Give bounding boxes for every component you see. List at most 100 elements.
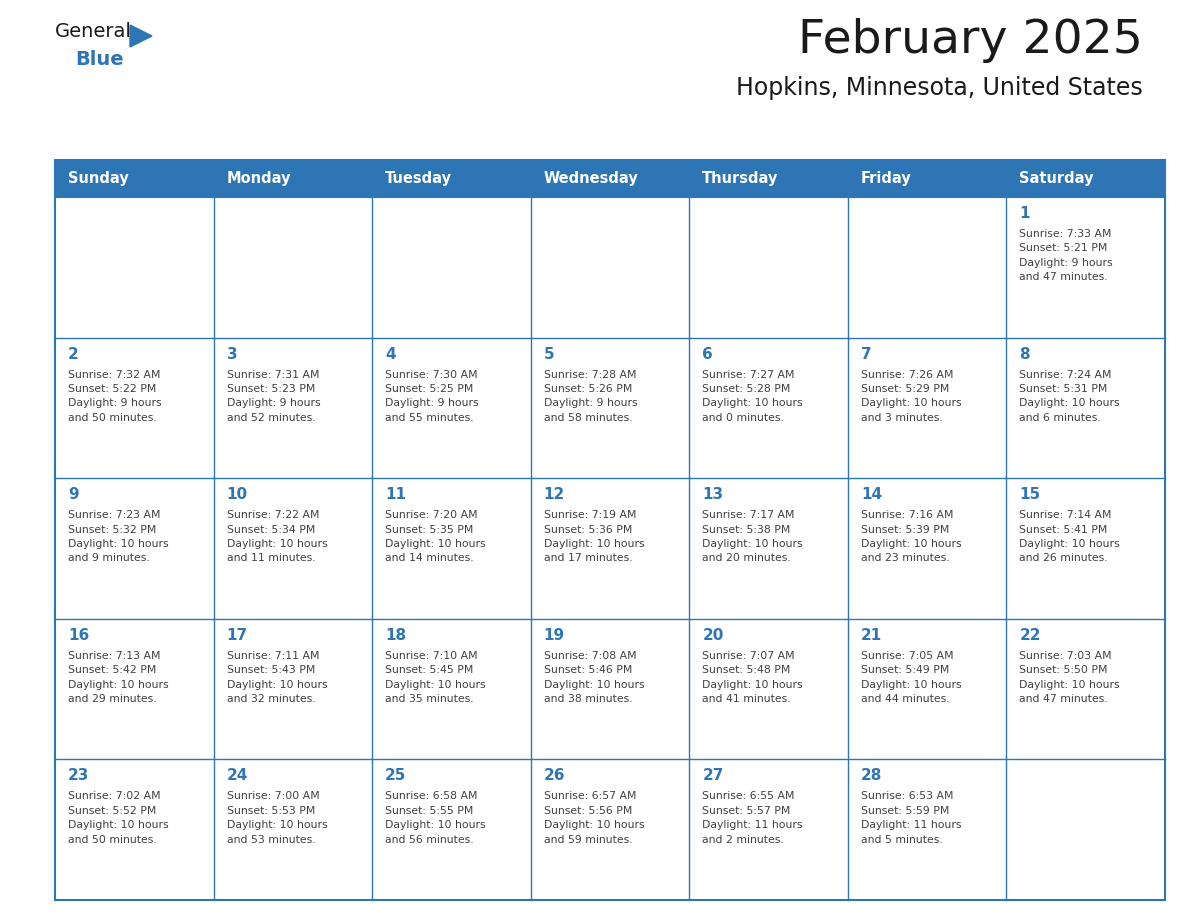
Bar bbox=[689, 197, 848, 338]
Text: Sunrise: 7:02 AM
Sunset: 5:52 PM
Daylight: 10 hours
and 50 minutes.: Sunrise: 7:02 AM Sunset: 5:52 PM Dayligh… bbox=[68, 791, 169, 845]
Text: Blue: Blue bbox=[75, 50, 124, 69]
Bar bbox=[689, 619, 848, 759]
Bar bbox=[689, 338, 848, 478]
Text: Saturday: Saturday bbox=[1019, 171, 1094, 186]
Text: 14: 14 bbox=[861, 487, 881, 502]
Text: 19: 19 bbox=[544, 628, 564, 643]
Text: Sunday: Sunday bbox=[68, 171, 128, 186]
Bar bbox=[848, 338, 1006, 478]
Text: 28: 28 bbox=[861, 768, 883, 783]
Text: Friday: Friday bbox=[861, 171, 911, 186]
Text: 7: 7 bbox=[861, 347, 872, 362]
Bar bbox=[214, 619, 372, 759]
Text: Wednesday: Wednesday bbox=[544, 171, 638, 186]
Bar bbox=[372, 338, 531, 478]
Text: General: General bbox=[55, 22, 132, 41]
Bar bbox=[55, 478, 214, 619]
Bar bbox=[55, 759, 214, 900]
Bar bbox=[214, 759, 372, 900]
Bar bbox=[214, 338, 372, 478]
Bar bbox=[1006, 759, 1165, 900]
Bar bbox=[372, 759, 531, 900]
Text: Sunrise: 7:23 AM
Sunset: 5:32 PM
Daylight: 10 hours
and 9 minutes.: Sunrise: 7:23 AM Sunset: 5:32 PM Dayligh… bbox=[68, 510, 169, 564]
Bar bbox=[848, 197, 1006, 338]
Text: 26: 26 bbox=[544, 768, 565, 783]
Bar bbox=[55, 197, 214, 338]
Bar bbox=[55, 338, 214, 478]
Bar bbox=[372, 478, 531, 619]
Text: 10: 10 bbox=[227, 487, 247, 502]
Bar bbox=[531, 759, 689, 900]
Text: 16: 16 bbox=[68, 628, 89, 643]
Bar bbox=[689, 160, 848, 197]
Text: 8: 8 bbox=[1019, 347, 1030, 362]
Bar bbox=[531, 160, 689, 197]
Text: Sunrise: 7:32 AM
Sunset: 5:22 PM
Daylight: 9 hours
and 50 minutes.: Sunrise: 7:32 AM Sunset: 5:22 PM Dayligh… bbox=[68, 370, 162, 423]
Text: February 2025: February 2025 bbox=[798, 18, 1143, 63]
Text: Sunrise: 7:20 AM
Sunset: 5:35 PM
Daylight: 10 hours
and 14 minutes.: Sunrise: 7:20 AM Sunset: 5:35 PM Dayligh… bbox=[385, 510, 486, 564]
Bar bbox=[1006, 619, 1165, 759]
Text: Sunrise: 7:03 AM
Sunset: 5:50 PM
Daylight: 10 hours
and 47 minutes.: Sunrise: 7:03 AM Sunset: 5:50 PM Dayligh… bbox=[1019, 651, 1120, 704]
Text: 2: 2 bbox=[68, 347, 78, 362]
Text: Sunrise: 7:17 AM
Sunset: 5:38 PM
Daylight: 10 hours
and 20 minutes.: Sunrise: 7:17 AM Sunset: 5:38 PM Dayligh… bbox=[702, 510, 803, 564]
Bar bbox=[372, 619, 531, 759]
Bar bbox=[55, 160, 214, 197]
Text: Hopkins, Minnesota, United States: Hopkins, Minnesota, United States bbox=[737, 76, 1143, 100]
Bar bbox=[848, 759, 1006, 900]
Bar bbox=[1006, 338, 1165, 478]
Text: 17: 17 bbox=[227, 628, 247, 643]
Text: Sunrise: 7:08 AM
Sunset: 5:46 PM
Daylight: 10 hours
and 38 minutes.: Sunrise: 7:08 AM Sunset: 5:46 PM Dayligh… bbox=[544, 651, 644, 704]
Text: 15: 15 bbox=[1019, 487, 1041, 502]
Text: Sunrise: 7:27 AM
Sunset: 5:28 PM
Daylight: 10 hours
and 0 minutes.: Sunrise: 7:27 AM Sunset: 5:28 PM Dayligh… bbox=[702, 370, 803, 423]
Text: Tuesday: Tuesday bbox=[385, 171, 453, 186]
Bar bbox=[55, 619, 214, 759]
Text: 25: 25 bbox=[385, 768, 406, 783]
Bar bbox=[214, 197, 372, 338]
Bar bbox=[1006, 478, 1165, 619]
Text: 27: 27 bbox=[702, 768, 723, 783]
Text: Sunrise: 6:58 AM
Sunset: 5:55 PM
Daylight: 10 hours
and 56 minutes.: Sunrise: 6:58 AM Sunset: 5:55 PM Dayligh… bbox=[385, 791, 486, 845]
Text: Sunrise: 7:13 AM
Sunset: 5:42 PM
Daylight: 10 hours
and 29 minutes.: Sunrise: 7:13 AM Sunset: 5:42 PM Dayligh… bbox=[68, 651, 169, 704]
Text: 18: 18 bbox=[385, 628, 406, 643]
Text: Sunrise: 7:14 AM
Sunset: 5:41 PM
Daylight: 10 hours
and 26 minutes.: Sunrise: 7:14 AM Sunset: 5:41 PM Dayligh… bbox=[1019, 510, 1120, 564]
Bar bbox=[531, 197, 689, 338]
Text: Thursday: Thursday bbox=[702, 171, 778, 186]
Text: Sunrise: 7:19 AM
Sunset: 5:36 PM
Daylight: 10 hours
and 17 minutes.: Sunrise: 7:19 AM Sunset: 5:36 PM Dayligh… bbox=[544, 510, 644, 564]
Text: Sunrise: 7:28 AM
Sunset: 5:26 PM
Daylight: 9 hours
and 58 minutes.: Sunrise: 7:28 AM Sunset: 5:26 PM Dayligh… bbox=[544, 370, 637, 423]
Bar bbox=[531, 619, 689, 759]
Text: Sunrise: 6:53 AM
Sunset: 5:59 PM
Daylight: 11 hours
and 5 minutes.: Sunrise: 6:53 AM Sunset: 5:59 PM Dayligh… bbox=[861, 791, 961, 845]
Text: Sunrise: 7:24 AM
Sunset: 5:31 PM
Daylight: 10 hours
and 6 minutes.: Sunrise: 7:24 AM Sunset: 5:31 PM Dayligh… bbox=[1019, 370, 1120, 423]
Text: 22: 22 bbox=[1019, 628, 1041, 643]
Text: 4: 4 bbox=[385, 347, 396, 362]
Text: Sunrise: 6:57 AM
Sunset: 5:56 PM
Daylight: 10 hours
and 59 minutes.: Sunrise: 6:57 AM Sunset: 5:56 PM Dayligh… bbox=[544, 791, 644, 845]
Text: Sunrise: 7:11 AM
Sunset: 5:43 PM
Daylight: 10 hours
and 32 minutes.: Sunrise: 7:11 AM Sunset: 5:43 PM Dayligh… bbox=[227, 651, 327, 704]
Bar bbox=[1006, 160, 1165, 197]
Text: Sunrise: 7:30 AM
Sunset: 5:25 PM
Daylight: 9 hours
and 55 minutes.: Sunrise: 7:30 AM Sunset: 5:25 PM Dayligh… bbox=[385, 370, 479, 423]
Text: 20: 20 bbox=[702, 628, 723, 643]
Text: Sunrise: 7:33 AM
Sunset: 5:21 PM
Daylight: 9 hours
and 47 minutes.: Sunrise: 7:33 AM Sunset: 5:21 PM Dayligh… bbox=[1019, 229, 1113, 282]
Bar bbox=[689, 478, 848, 619]
Text: 3: 3 bbox=[227, 347, 238, 362]
Bar bbox=[848, 478, 1006, 619]
Text: 9: 9 bbox=[68, 487, 78, 502]
Text: 5: 5 bbox=[544, 347, 555, 362]
Text: Sunrise: 7:16 AM
Sunset: 5:39 PM
Daylight: 10 hours
and 23 minutes.: Sunrise: 7:16 AM Sunset: 5:39 PM Dayligh… bbox=[861, 510, 961, 564]
Polygon shape bbox=[129, 25, 152, 47]
Text: Sunrise: 7:22 AM
Sunset: 5:34 PM
Daylight: 10 hours
and 11 minutes.: Sunrise: 7:22 AM Sunset: 5:34 PM Dayligh… bbox=[227, 510, 327, 564]
Text: Sunrise: 7:31 AM
Sunset: 5:23 PM
Daylight: 9 hours
and 52 minutes.: Sunrise: 7:31 AM Sunset: 5:23 PM Dayligh… bbox=[227, 370, 321, 423]
Text: 11: 11 bbox=[385, 487, 406, 502]
Text: 6: 6 bbox=[702, 347, 713, 362]
Bar bbox=[214, 160, 372, 197]
Bar bbox=[848, 619, 1006, 759]
Text: Sunrise: 7:26 AM
Sunset: 5:29 PM
Daylight: 10 hours
and 3 minutes.: Sunrise: 7:26 AM Sunset: 5:29 PM Dayligh… bbox=[861, 370, 961, 423]
Bar bbox=[55, 160, 1165, 900]
Bar bbox=[372, 160, 531, 197]
Text: 12: 12 bbox=[544, 487, 565, 502]
Bar bbox=[531, 338, 689, 478]
Text: 24: 24 bbox=[227, 768, 248, 783]
Text: Sunrise: 6:55 AM
Sunset: 5:57 PM
Daylight: 11 hours
and 2 minutes.: Sunrise: 6:55 AM Sunset: 5:57 PM Dayligh… bbox=[702, 791, 803, 845]
Bar bbox=[848, 160, 1006, 197]
Bar bbox=[372, 197, 531, 338]
Bar bbox=[531, 478, 689, 619]
Text: Sunrise: 7:05 AM
Sunset: 5:49 PM
Daylight: 10 hours
and 44 minutes.: Sunrise: 7:05 AM Sunset: 5:49 PM Dayligh… bbox=[861, 651, 961, 704]
